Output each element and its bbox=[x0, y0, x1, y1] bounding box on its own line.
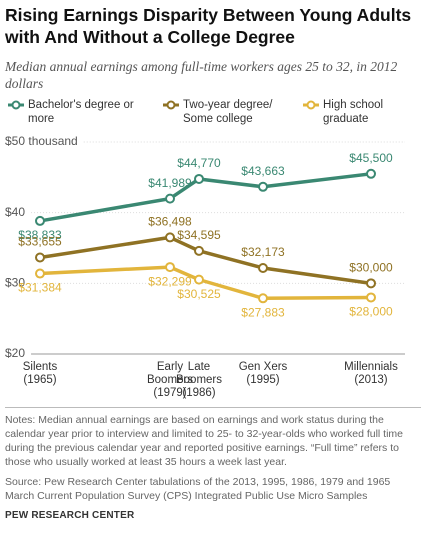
data-label: $28,000 bbox=[349, 305, 393, 319]
data-point bbox=[194, 173, 204, 184]
data-label: $32,173 bbox=[241, 245, 285, 259]
data-point bbox=[165, 262, 175, 273]
data-label: $27,883 bbox=[241, 305, 285, 319]
data-label: $30,525 bbox=[177, 287, 221, 301]
data-point bbox=[35, 268, 45, 279]
data-point bbox=[35, 252, 45, 263]
data-label: $31,384 bbox=[18, 281, 62, 295]
notes: Notes: Median annual earnings are based … bbox=[5, 414, 404, 468]
data-label: $41,989 bbox=[148, 176, 192, 190]
divider bbox=[5, 407, 421, 408]
y-tick-label: $40 bbox=[5, 205, 25, 219]
data-point bbox=[366, 278, 376, 289]
data-label: $44,770 bbox=[177, 156, 221, 170]
series-line bbox=[39, 235, 372, 286]
y-tick-label: $30 bbox=[5, 276, 25, 290]
x-tick-label: Millennials (2013) bbox=[344, 361, 398, 386]
data-point bbox=[194, 274, 204, 285]
x-tick-label: Late Boomers (1986) bbox=[175, 361, 223, 399]
legend-label: Bachelor's degree or more bbox=[28, 99, 134, 125]
legend-swatch bbox=[11, 100, 21, 110]
data-point bbox=[258, 262, 268, 273]
data-point bbox=[194, 245, 204, 256]
data-point bbox=[35, 215, 45, 226]
data-label: $30,000 bbox=[349, 261, 393, 275]
legend-swatch bbox=[306, 100, 316, 110]
x-tick-label: Silents (1965) bbox=[22, 361, 58, 386]
legend-label: Two-year degree/ Some college bbox=[183, 99, 273, 125]
data-label: $33,655 bbox=[18, 235, 62, 249]
x-tick-label: Early Boomers (1979) bbox=[146, 361, 194, 399]
data-point bbox=[258, 293, 268, 304]
data-point bbox=[165, 193, 175, 204]
y-tick-label: $50 thousand bbox=[5, 134, 78, 148]
credit: PEW RESEARCH CENTER bbox=[5, 510, 135, 521]
data-point bbox=[366, 292, 376, 303]
data-point bbox=[165, 232, 175, 243]
data-point bbox=[366, 168, 376, 179]
series-line bbox=[39, 172, 372, 223]
data-label: $32,299 bbox=[148, 274, 192, 288]
chart-title: Rising Earnings Disparity Between Young … bbox=[5, 5, 412, 47]
source: Source: Pew Research Center tabulations … bbox=[5, 476, 391, 502]
data-label: $45,500 bbox=[349, 151, 393, 165]
chart-subtitle: Median annual earnings among full-time w… bbox=[5, 59, 398, 91]
data-label: $34,595 bbox=[177, 228, 221, 242]
data-label: $43,663 bbox=[241, 164, 285, 178]
x-tick-label: Gen Xers (1995) bbox=[238, 361, 288, 386]
data-label: $36,498 bbox=[148, 215, 192, 229]
data-point bbox=[258, 181, 268, 192]
y-tick-label: $20 bbox=[5, 346, 25, 360]
legend-label: High school graduate bbox=[323, 99, 384, 125]
data-label: $38,833 bbox=[18, 228, 62, 242]
legend-swatch bbox=[166, 100, 176, 110]
